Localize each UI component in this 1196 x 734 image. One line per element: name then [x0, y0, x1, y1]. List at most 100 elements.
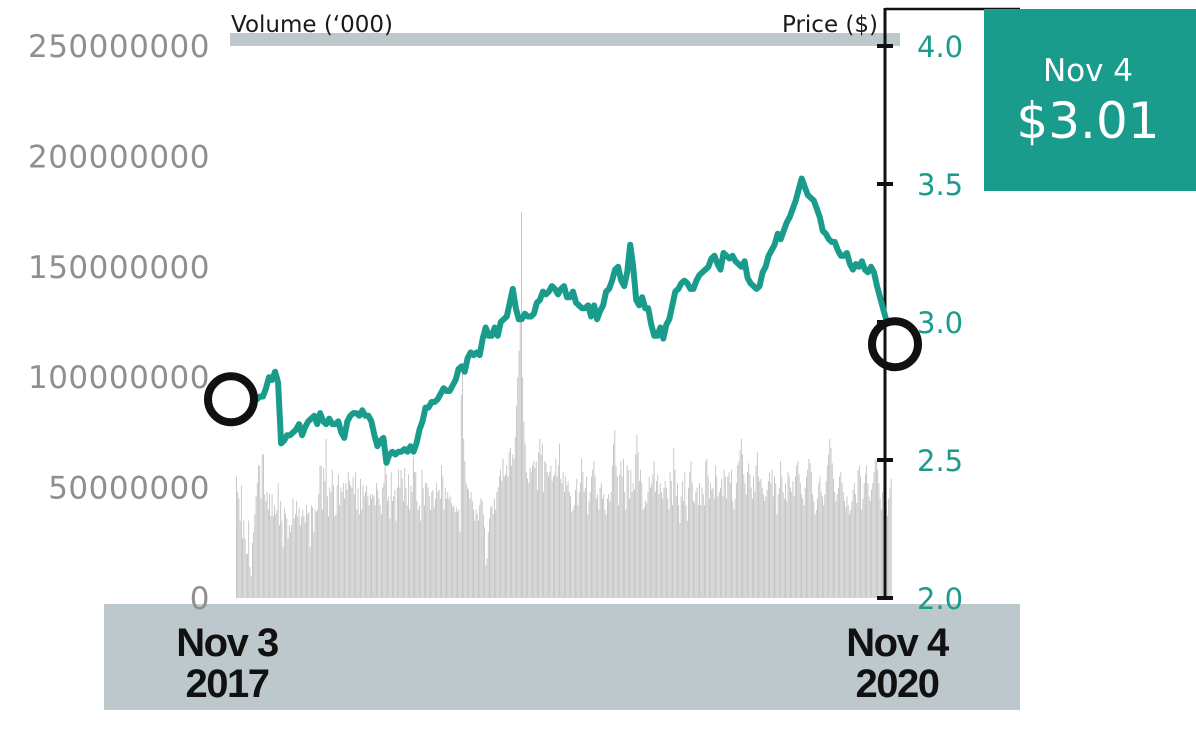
volume-bar	[858, 465, 860, 598]
price-axis: 4.0 3.5 3.0 2.5 2.0	[877, 7, 1020, 616]
volume-bar	[280, 500, 282, 598]
volume-bar	[658, 494, 660, 598]
volume-bar	[476, 514, 478, 598]
volume-bar	[807, 469, 809, 598]
volume-bar	[419, 505, 420, 598]
volume-bar	[753, 476, 755, 598]
volume-bar	[729, 483, 731, 598]
volume-bar	[568, 492, 570, 598]
volume-bar	[636, 434, 638, 598]
volume-bar	[551, 480, 553, 598]
volume-bar	[610, 492, 612, 598]
volume-bar	[634, 489, 635, 598]
volume-bar	[681, 480, 683, 598]
volume-bar	[799, 483, 801, 598]
volume-bar	[265, 500, 267, 598]
volume-bars	[236, 211, 892, 598]
volume-bar	[578, 492, 580, 598]
volume-bar	[733, 509, 735, 598]
volume-bar	[374, 505, 376, 598]
volume-bar	[431, 492, 433, 598]
volume-bar	[561, 483, 563, 598]
volume-bar	[497, 487, 499, 598]
volume-bar	[622, 458, 624, 598]
volume-bar	[597, 494, 599, 598]
volume-bar	[791, 492, 793, 598]
volume-bar	[705, 461, 707, 598]
volume-bar	[550, 465, 552, 598]
volume-bar	[512, 454, 514, 598]
volume-bar	[321, 509, 323, 598]
volume-bar	[355, 472, 357, 598]
volume-bar	[599, 487, 601, 598]
volume-bar	[428, 496, 430, 598]
start-date-month: Nov 3	[176, 621, 278, 665]
volume-bar	[264, 494, 266, 598]
volume-bar	[797, 461, 799, 598]
volume-bar	[473, 509, 474, 598]
volume-bar	[545, 463, 547, 598]
volume-bar	[566, 485, 568, 598]
volume-bar	[824, 494, 826, 598]
volume-bar	[414, 472, 415, 598]
volume-bar	[833, 478, 834, 598]
volume-bar	[371, 498, 372, 598]
volume-bar	[647, 492, 649, 598]
volume-bar	[346, 489, 348, 598]
volume-bar	[394, 489, 396, 598]
volume-bar	[813, 500, 815, 598]
volume-tick-label: 0	[190, 581, 210, 617]
volume-bar	[840, 472, 842, 598]
volume-bar	[793, 496, 795, 598]
volume-bar	[490, 507, 492, 598]
volume-bar	[275, 514, 277, 598]
volume-bar	[478, 520, 479, 598]
volume-bar	[586, 476, 587, 598]
volume-bar	[842, 492, 844, 598]
volume-bar	[556, 476, 558, 598]
volume-bar	[495, 509, 497, 598]
volume-bar	[759, 480, 761, 598]
volume-bar	[522, 377, 524, 598]
volume-bar	[575, 489, 576, 598]
end-date-month: Nov 4	[846, 621, 950, 665]
volume-bar	[496, 492, 498, 598]
volume-bar	[829, 439, 831, 598]
volume-bar	[777, 494, 779, 598]
volume-bar	[567, 480, 569, 598]
volume-bar	[880, 509, 882, 598]
callout-price: $3.01	[1016, 92, 1159, 150]
volume-bar	[313, 531, 315, 598]
volume-bar	[404, 467, 406, 598]
volume-bar	[410, 485, 412, 598]
volume-bar	[269, 494, 271, 598]
volume-bar	[480, 498, 482, 598]
volume-bar	[514, 436, 516, 598]
volume-bar	[400, 469, 402, 598]
volume-bar	[415, 472, 417, 598]
volume-bar	[818, 483, 820, 598]
volume-bar	[435, 498, 436, 598]
volume-bar	[571, 511, 573, 598]
volume-bar	[407, 474, 409, 598]
volume-bar	[856, 503, 858, 598]
volume-bar	[521, 211, 522, 598]
volume-bar	[659, 483, 661, 598]
volume-bar	[653, 461, 655, 598]
volume-bar	[873, 472, 875, 598]
volume-bar	[831, 463, 833, 598]
volume-bar	[498, 476, 500, 598]
volume-bar	[363, 496, 365, 598]
volume-bar	[677, 483, 678, 598]
volume-bar	[306, 505, 307, 598]
volume-bar	[242, 538, 243, 598]
volume-bar	[416, 500, 418, 598]
volume-bar	[783, 498, 785, 598]
volume-bar	[350, 485, 352, 598]
volume-bar	[760, 478, 762, 598]
volume-bar	[723, 469, 725, 598]
volume-bar	[460, 394, 462, 598]
volume-bar	[708, 498, 710, 598]
volume-bar	[286, 518, 288, 598]
